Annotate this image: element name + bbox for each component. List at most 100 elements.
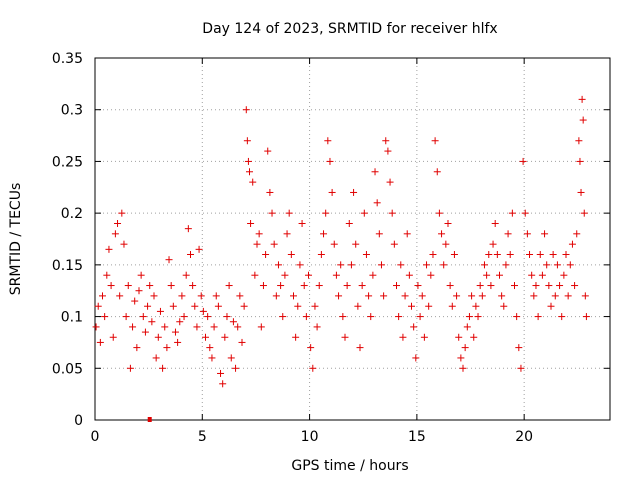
data-point (399, 333, 407, 341)
data-point (350, 188, 358, 196)
data-point (395, 313, 403, 321)
data-point (92, 323, 100, 331)
data-point (144, 302, 152, 310)
data-point (247, 219, 255, 227)
data-point (191, 302, 199, 310)
data-point (485, 251, 493, 259)
data-point (116, 292, 124, 300)
data-point (219, 380, 227, 388)
data-point (571, 282, 579, 290)
data-point (242, 106, 250, 114)
data-point (461, 344, 469, 352)
data-point (223, 313, 231, 321)
data-point (521, 209, 529, 217)
data-point (180, 313, 188, 321)
data-point (541, 230, 549, 238)
data-point (322, 209, 330, 217)
data-point (455, 333, 463, 341)
data-point (435, 209, 443, 217)
data-point (578, 95, 586, 103)
data-point (298, 219, 306, 227)
data-point (459, 364, 467, 372)
data-point (483, 271, 491, 279)
data-point (566, 261, 574, 269)
x-tick-label: 0 (91, 429, 100, 445)
data-point (186, 251, 194, 259)
data-point (302, 313, 310, 321)
data-point (309, 364, 317, 372)
data-point (332, 271, 340, 279)
data-point (268, 209, 276, 217)
data-point (184, 225, 192, 233)
data-point (289, 292, 297, 300)
data-point (532, 282, 540, 290)
data-point (114, 219, 122, 227)
data-point (352, 240, 360, 248)
y-tick-label: 0 (74, 413, 83, 429)
data-point (538, 271, 546, 279)
data-point (354, 302, 362, 310)
y-tick-label: 0.15 (52, 258, 83, 274)
data-point (568, 240, 576, 248)
data-point (163, 344, 171, 352)
data-point (442, 240, 450, 248)
data-point (369, 271, 377, 279)
data-point (270, 240, 278, 248)
data-point (178, 292, 186, 300)
data-point (495, 271, 503, 279)
data-points (92, 95, 590, 422)
data-point (384, 147, 392, 155)
data-point (450, 251, 458, 259)
data-point (240, 302, 248, 310)
data-point (551, 292, 559, 300)
data-point (444, 219, 452, 227)
data-point (264, 147, 272, 155)
chart-title: Day 124 of 2023, SRMTID for receiver hlf… (202, 21, 497, 37)
data-point (197, 292, 205, 300)
data-point (575, 137, 583, 145)
data-point (526, 251, 534, 259)
data-point (386, 178, 394, 186)
data-point (582, 313, 590, 321)
data-point (405, 271, 413, 279)
data-point (423, 261, 431, 269)
data-point (311, 302, 319, 310)
data-point (111, 230, 119, 238)
data-point (146, 282, 154, 290)
data-point (427, 271, 435, 279)
data-point (208, 354, 216, 362)
data-point (326, 157, 334, 165)
data-point (362, 251, 370, 259)
data-point (305, 271, 313, 279)
data-point (429, 251, 437, 259)
data-point (465, 313, 473, 321)
data-point (221, 333, 229, 341)
grid-lines (95, 58, 610, 420)
y-tick-label: 0.05 (52, 361, 83, 377)
data-point (371, 168, 379, 176)
data-point (577, 188, 585, 196)
data-point (472, 302, 480, 310)
x-tick-label: 20 (515, 429, 533, 445)
data-point (328, 188, 336, 196)
y-tick-label: 0.3 (61, 103, 83, 119)
data-point (244, 157, 252, 165)
data-point (238, 338, 246, 346)
data-point (171, 328, 179, 336)
data-point (487, 282, 495, 290)
data-point (337, 261, 345, 269)
x-tick-label: 15 (408, 429, 426, 445)
data-point (345, 219, 353, 227)
data-point (120, 240, 128, 248)
data-point (277, 282, 285, 290)
data-point (152, 354, 160, 362)
y-tick-label: 0.35 (52, 51, 83, 67)
data-point (195, 245, 203, 253)
data-point (212, 292, 220, 300)
data-point (193, 323, 201, 331)
data-point (335, 292, 343, 300)
data-point (493, 251, 501, 259)
data-point (133, 344, 141, 352)
data-point (96, 338, 104, 346)
